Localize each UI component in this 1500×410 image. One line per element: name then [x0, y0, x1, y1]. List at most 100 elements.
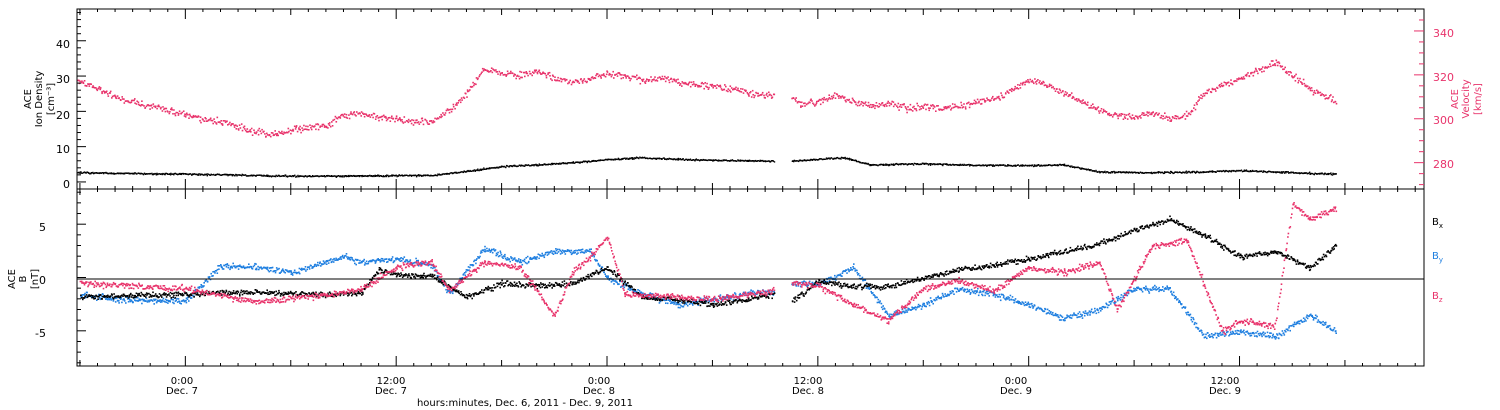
data-point [679, 83, 682, 85]
data-point [963, 164, 965, 166]
data-point [1192, 170, 1194, 173]
data-point [659, 158, 661, 160]
data-point [1318, 91, 1320, 94]
data-point [1106, 306, 1109, 309]
data-point [378, 174, 380, 176]
data-point [629, 289, 631, 291]
data-point [495, 254, 497, 257]
data-point [229, 121, 231, 124]
data-point [974, 292, 977, 295]
data-point [864, 102, 866, 105]
data-point [459, 277, 461, 280]
data-point [332, 119, 334, 122]
data-point [891, 100, 893, 103]
data-point [665, 302, 667, 304]
data-point [1247, 170, 1249, 173]
data-point [405, 120, 408, 122]
data-point [1114, 302, 1116, 304]
data-point [300, 175, 302, 177]
data-point [129, 300, 132, 303]
data-point [960, 101, 962, 104]
data-point [372, 175, 374, 177]
data-point [248, 175, 250, 177]
data-point [1050, 164, 1052, 167]
data-point [213, 118, 215, 120]
data-point [1077, 98, 1080, 100]
data-point [221, 268, 224, 270]
data-point [695, 83, 698, 86]
data-point [304, 266, 307, 268]
data-point [540, 73, 543, 75]
data-point [449, 172, 451, 175]
data-point [110, 172, 112, 175]
data-point [912, 106, 914, 109]
data-point [1322, 173, 1324, 175]
data-point [1184, 118, 1187, 120]
data-point [1041, 165, 1044, 167]
data-point [1239, 330, 1242, 332]
data-point [1176, 171, 1178, 174]
data-point [1106, 303, 1108, 306]
data-point [904, 106, 907, 108]
data-point [1049, 164, 1051, 166]
data-point [1084, 168, 1087, 170]
data-point [531, 258, 534, 260]
data-point [404, 260, 407, 263]
data-point [987, 164, 990, 166]
data-point [1009, 164, 1011, 167]
data-point [520, 71, 523, 73]
data-point [1154, 284, 1156, 287]
data-point [898, 105, 901, 108]
data-point [310, 126, 312, 129]
data-point [1150, 171, 1153, 174]
data-point [501, 72, 503, 74]
data-point [277, 134, 279, 137]
data-point [622, 157, 624, 160]
data-point [328, 122, 331, 124]
data-point [167, 302, 169, 304]
data-point [959, 106, 961, 109]
data-point [1014, 85, 1016, 88]
data-point [876, 164, 878, 166]
data-point [244, 267, 246, 270]
data-point [843, 157, 845, 159]
data-point [381, 175, 383, 177]
data-point [817, 159, 819, 161]
data-point [1330, 100, 1333, 103]
data-point [868, 104, 870, 107]
data-point [948, 294, 950, 296]
data-point [186, 112, 188, 115]
data-point [667, 76, 669, 78]
data-point [1117, 299, 1119, 302]
data-point [137, 103, 140, 106]
data-point [591, 76, 594, 78]
data-point [1308, 172, 1310, 175]
data-point [947, 293, 949, 296]
data-point [128, 101, 131, 104]
data-point [726, 296, 729, 299]
data-point [589, 161, 591, 163]
data-point [677, 157, 680, 160]
data-point [491, 251, 494, 254]
data-point [438, 278, 441, 281]
data-point [822, 98, 825, 101]
data-point [831, 97, 833, 100]
data-point [284, 132, 286, 134]
data-point [840, 97, 842, 99]
data-point [360, 260, 363, 263]
data-point [766, 92, 768, 95]
data-point [1171, 171, 1174, 174]
data-point [972, 164, 975, 167]
data-point [266, 174, 268, 176]
data-point [1117, 171, 1119, 174]
data-point [811, 159, 813, 161]
data-point [239, 174, 242, 176]
data-point [1099, 310, 1102, 312]
data-point [984, 294, 986, 297]
data-point [209, 118, 211, 121]
data-point [473, 259, 476, 262]
data-point [482, 249, 485, 251]
data-point [1133, 118, 1136, 120]
data-point [682, 82, 684, 84]
data-point [1270, 171, 1273, 173]
